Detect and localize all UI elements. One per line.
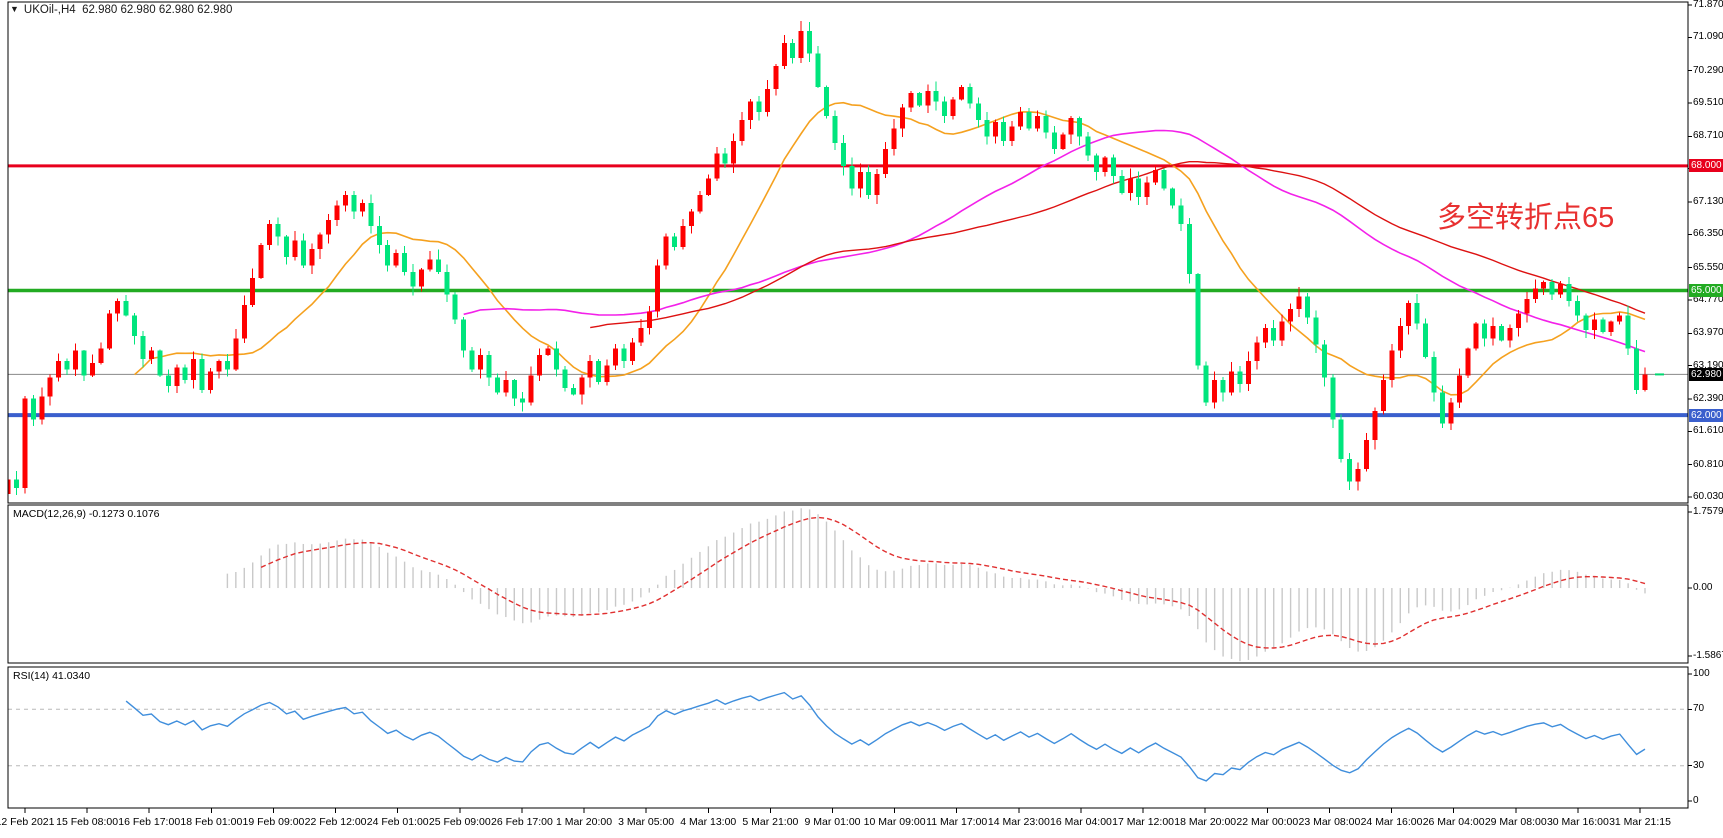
rsi-tick-label: 30 (1693, 759, 1705, 771)
price-tick-label: 64.770 (1693, 294, 1723, 306)
level-badge-68.000: 68.000 (1689, 159, 1723, 173)
rsi-indicator-label: RSI(14) 41.0340 (13, 670, 91, 682)
time-axis-label: 25 Feb 09:00 (428, 816, 491, 828)
macd-panel-border (7, 504, 1689, 664)
macd-tick-label: 1.7579 (1693, 506, 1723, 517)
macd-indicator-label: MACD(12,26,9) -0.1273 0.1076 (13, 508, 160, 520)
price-tick-label: 66.350 (1693, 228, 1723, 240)
time-axis-label: 16 Feb 17:00 (118, 816, 181, 828)
level-badge-62.000: 62.000 (1689, 408, 1723, 422)
time-axis-label: 29 Mar 08:00 (1484, 816, 1547, 828)
price-tick-label: 71.090 (1693, 31, 1723, 43)
price-tick-label: 63.190 (1693, 359, 1723, 371)
ohlc-values: 62.980 62.980 62.980 62.980 (82, 4, 233, 16)
price-tick-label: 71.870 (1693, 0, 1723, 10)
time-axis-label: 18 Mar 20:00 (1174, 816, 1237, 828)
macd-tick-label: -1.5867 (1693, 650, 1723, 661)
time-axis-label: 15 Feb 08:00 (56, 816, 119, 828)
symbol-title[interactable]: ▼ UKOil-,H4 62.980 62.980 62.980 62.980 (10, 4, 232, 16)
time-axis-label: 19 Feb 09:00 (242, 816, 305, 828)
price-tick-label: 67.130 (1693, 195, 1723, 207)
time-axis-label: 10 Mar 09:00 (863, 816, 926, 828)
time-axis-label: 22 Feb 12:00 (304, 816, 367, 828)
main-price-panel[interactable] (6, 20, 1689, 500)
price-tick-label: 65.550 (1693, 261, 1723, 273)
time-axis-label: 11 Mar 17:00 (926, 816, 988, 828)
time-axis-label: 23 Mar 08:00 (1298, 816, 1361, 828)
ma-55-line (463, 129, 1646, 353)
level-badge-65.000: 65.000 (1689, 283, 1723, 297)
macd-panel[interactable] (226, 508, 1646, 662)
time-axis-label: 18 Feb 01:00 (180, 816, 243, 828)
price-tick-label: 69.510 (1693, 97, 1723, 109)
price-tick-label: 61.610 (1693, 425, 1723, 437)
time-axis-label: 22 Mar 00:00 (1236, 816, 1299, 828)
rsi-tick-label: 0 (1693, 795, 1699, 806)
price-tick-label: 68.710 (1693, 130, 1723, 142)
macd-signal-line (260, 516, 1646, 649)
rsi-panel-border (7, 666, 1689, 809)
time-axis-label: 3 Mar 05:00 (618, 816, 675, 828)
rsi-panel[interactable] (8, 691, 1688, 782)
price-tick-label: 60.810 (1693, 458, 1723, 470)
time-axis-label: 17 Mar 12:00 (1112, 816, 1174, 828)
time-axis-label: 24 Mar 16:00 (1360, 816, 1423, 828)
symbol-period-label: UKOil-,H4 (23, 4, 76, 16)
time-axis-label: 12 Feb 2021 (0, 816, 55, 828)
time-axis-label: 30 Mar 16:00 (1546, 816, 1609, 828)
time-axis-label: 26 Mar 04:00 (1422, 816, 1485, 828)
time-axis-label: 9 Mar 01:00 (804, 816, 861, 828)
current-price-badge: 62.980 (1689, 367, 1723, 381)
main-panel-border (7, 1, 1689, 504)
time-axis-label: 1 Mar 20:00 (556, 816, 613, 828)
price-tick-label: 62.390 (1693, 392, 1723, 404)
macd-tick-label: 0.00 (1693, 582, 1713, 594)
price-tick-label: 63.970 (1693, 327, 1723, 339)
time-axis-label: 26 Feb 17:00 (490, 816, 553, 828)
time-axis-label: 16 Mar 04:00 (1050, 816, 1112, 828)
chart-dropdown-icon[interactable]: ▼ (10, 4, 19, 14)
rsi-tick-label: 100 (1693, 668, 1710, 679)
time-axis-label: 31 Mar 21:15 (1609, 816, 1671, 828)
ma-16-line (134, 101, 1646, 396)
rsi-line (125, 691, 1646, 782)
ma-70-line (590, 160, 1646, 329)
price-tick-label: 70.290 (1693, 64, 1723, 76)
time-axis-label: 14 Mar 23:00 (987, 816, 1050, 828)
time-axis-label: 4 Mar 13:00 (680, 816, 737, 828)
time-axis-label: 5 Mar 21:00 (742, 816, 799, 828)
price-tick-label: 60.030 (1693, 491, 1723, 502)
rsi-tick-label: 70 (1693, 703, 1705, 715)
time-axis-label: 24 Feb 01:00 (366, 816, 429, 828)
chart-annotation-text: 多空转折点65 (1437, 202, 1615, 234)
